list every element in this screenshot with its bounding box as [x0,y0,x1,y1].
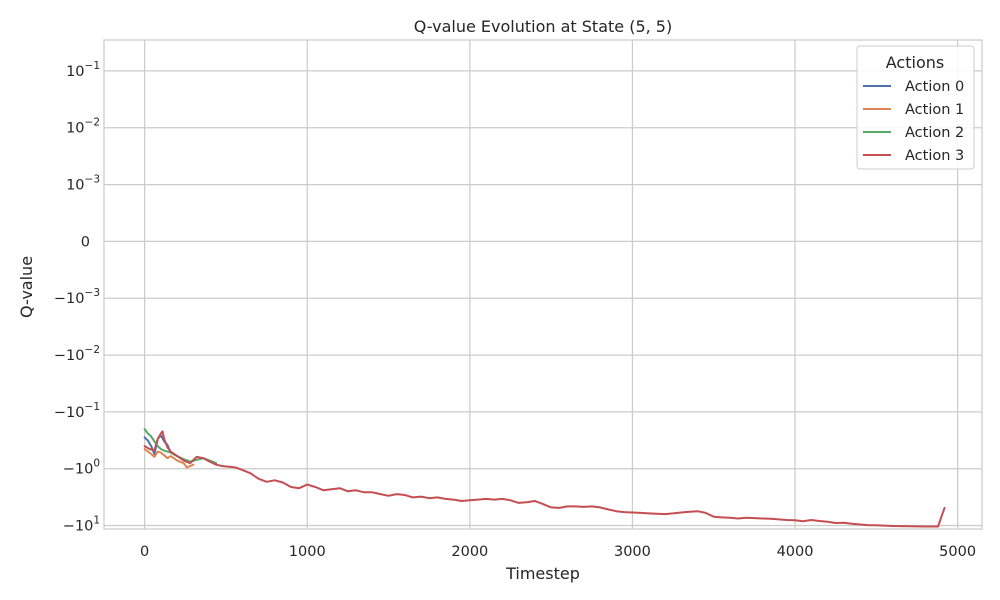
legend-label-action-2: Action 2 [905,125,964,141]
x-tick-label: 4000 [777,544,814,560]
legend-label-action-1: Action 1 [905,102,964,118]
y-tick-label: −10−1 [54,401,100,421]
x-tick-label: 3000 [614,544,651,560]
y-tick-label: −100 [63,458,100,478]
series-lines [143,428,946,528]
y-tick-label: −10−3 [54,287,100,307]
x-tick-label: 5000 [939,544,976,560]
x-tick-label: 1000 [289,544,326,560]
plot-frame [103,39,983,530]
x-tick-labels: 0 1000 2000 3000 4000 5000 [140,544,976,560]
chart-title: Q-value Evolution at State (5, 5) [414,17,672,36]
legend-box [856,45,975,170]
plot-area [104,40,982,529]
y-tick-label: 10−2 [66,117,100,137]
y-tick-label: 0 [81,234,90,250]
series-line-action-2 [143,428,218,465]
x-tick-label: 0 [140,544,149,560]
y-tick-label: −10−2 [54,344,100,364]
series-line-action-3 [143,430,946,528]
x-axis-title: Timestep [505,564,580,583]
legend-label-action-3: Action 3 [905,148,964,164]
y-tick-label: −101 [63,515,100,535]
x-tick-label: 2000 [451,544,488,560]
legend-items: Action 0 Action 1 Action 2 Action 3 [863,79,964,164]
legend: Actions Action 0 Action 1 Action 2 Action 3 [856,45,975,170]
series-line-action-1 [143,448,195,469]
y-tick-label: 10−3 [66,174,100,194]
y-tick-label: 10−1 [66,60,100,80]
grid-lines [104,40,982,529]
legend-title: Actions [886,53,944,72]
legend-label-action-0: Action 0 [905,79,964,95]
y-tick-labels: 10−1 10−2 10−3 0 −10−3 −10−2 −10−1 −100 −101 [54,60,100,535]
y-axis-title: Q-value [17,256,36,318]
